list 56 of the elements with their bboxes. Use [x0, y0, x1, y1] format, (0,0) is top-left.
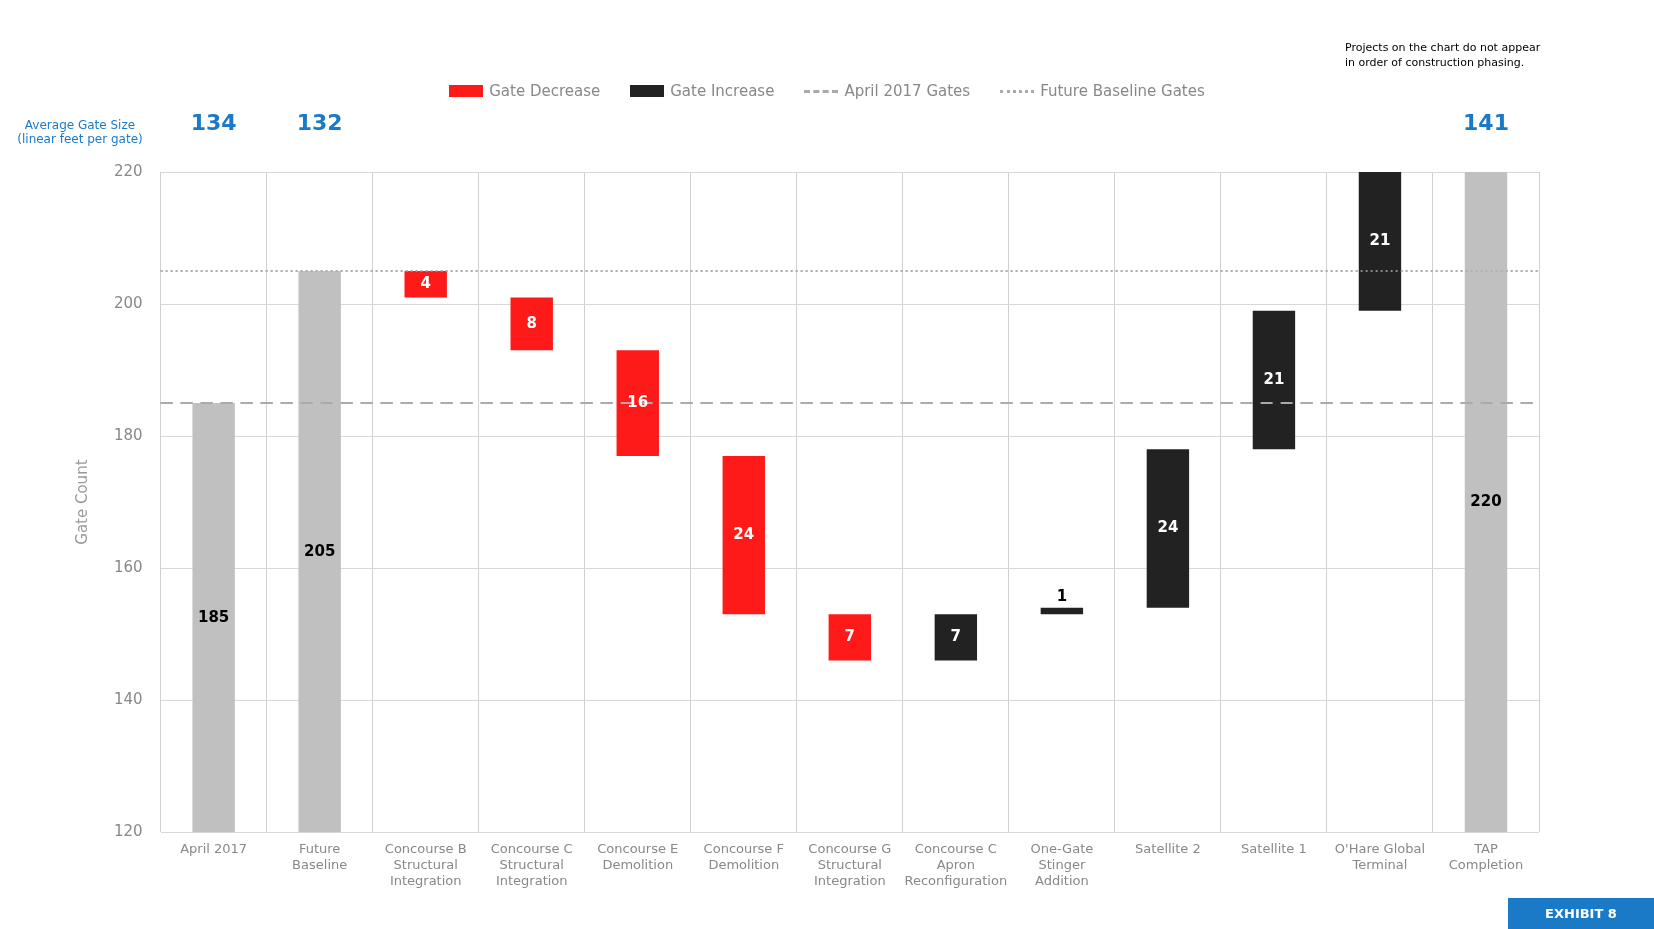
text: Average Gate Size (linear feet per gate) [16, 118, 144, 146]
bar [1358, 172, 1402, 311]
y-axis-title: Gate Count [72, 459, 91, 545]
text: EXHIBIT 8 [1508, 898, 1654, 929]
y-tick-label: 180 [113, 425, 143, 444]
x-tick-label: Concourse B Structural Integration [384, 841, 467, 888]
bar [1040, 607, 1084, 615]
bar [510, 297, 553, 351]
text: 141 [1463, 109, 1509, 135]
legend-label: April 2017 Gates [844, 82, 971, 100]
x-tick-label: Satellite 2 [1135, 841, 1201, 857]
data-label: 7 [950, 627, 962, 646]
bar [404, 271, 447, 298]
x-tick-label: Concourse F Demolition [703, 841, 784, 872]
text: Projects on the chart do not appear in order of construction phasing. [1345, 40, 1542, 70]
y-tick-label: 140 [113, 690, 143, 709]
data-label: 21 [1369, 231, 1391, 250]
data-label: 24 [1157, 518, 1179, 537]
data-label: 24 [733, 525, 755, 543]
bar [192, 403, 235, 833]
y-tick-label: 120 [113, 822, 143, 841]
text: 132 [296, 109, 343, 135]
x-tick-label: One-Gate Stinger Addition [1030, 841, 1094, 888]
data-label: 7 [844, 627, 856, 646]
bar [1146, 449, 1190, 608]
data-label: 1 [1056, 586, 1068, 605]
x-tick-label: O'Hare Global Terminal [1334, 841, 1426, 872]
bar [722, 455, 765, 615]
bar [934, 614, 978, 661]
legend-label: Future Baseline Gates [1040, 82, 1205, 100]
data-label: 16 [627, 392, 649, 411]
data-label: 185 [197, 607, 230, 626]
x-tick-label: April 2017 [180, 841, 248, 857]
legend-label: Gate Increase [670, 82, 775, 100]
data-label: 21 [1263, 369, 1285, 388]
data-label: 8 [526, 313, 537, 332]
x-tick-label: Concourse C Apron Reconfiguration [904, 841, 1008, 888]
x-tick-label: Concourse C Structural Integration [490, 841, 573, 888]
bar [828, 614, 872, 661]
data-label: 4 [420, 274, 431, 293]
y-tick-label: 220 [113, 161, 143, 180]
bar [1252, 310, 1296, 450]
legend-label: Gate Decrease [489, 82, 601, 100]
x-tick-label: TAP Completion [1448, 841, 1524, 872]
y-tick-label: 200 [113, 293, 143, 312]
x-tick-label: Future Baseline [292, 841, 348, 872]
bar [1464, 172, 1508, 833]
data-label: 220 [1470, 491, 1502, 510]
data-label: 205 [304, 541, 336, 560]
y-tick-label: 160 [113, 558, 143, 577]
x-tick-label: Satellite 1 [1241, 841, 1307, 857]
bar [298, 271, 341, 833]
x-tick-label: Concourse E Demolition [597, 841, 679, 872]
bar [616, 350, 659, 456]
x-tick-label: Concourse G Structural Integration [808, 841, 892, 888]
text: 134 [190, 109, 237, 135]
